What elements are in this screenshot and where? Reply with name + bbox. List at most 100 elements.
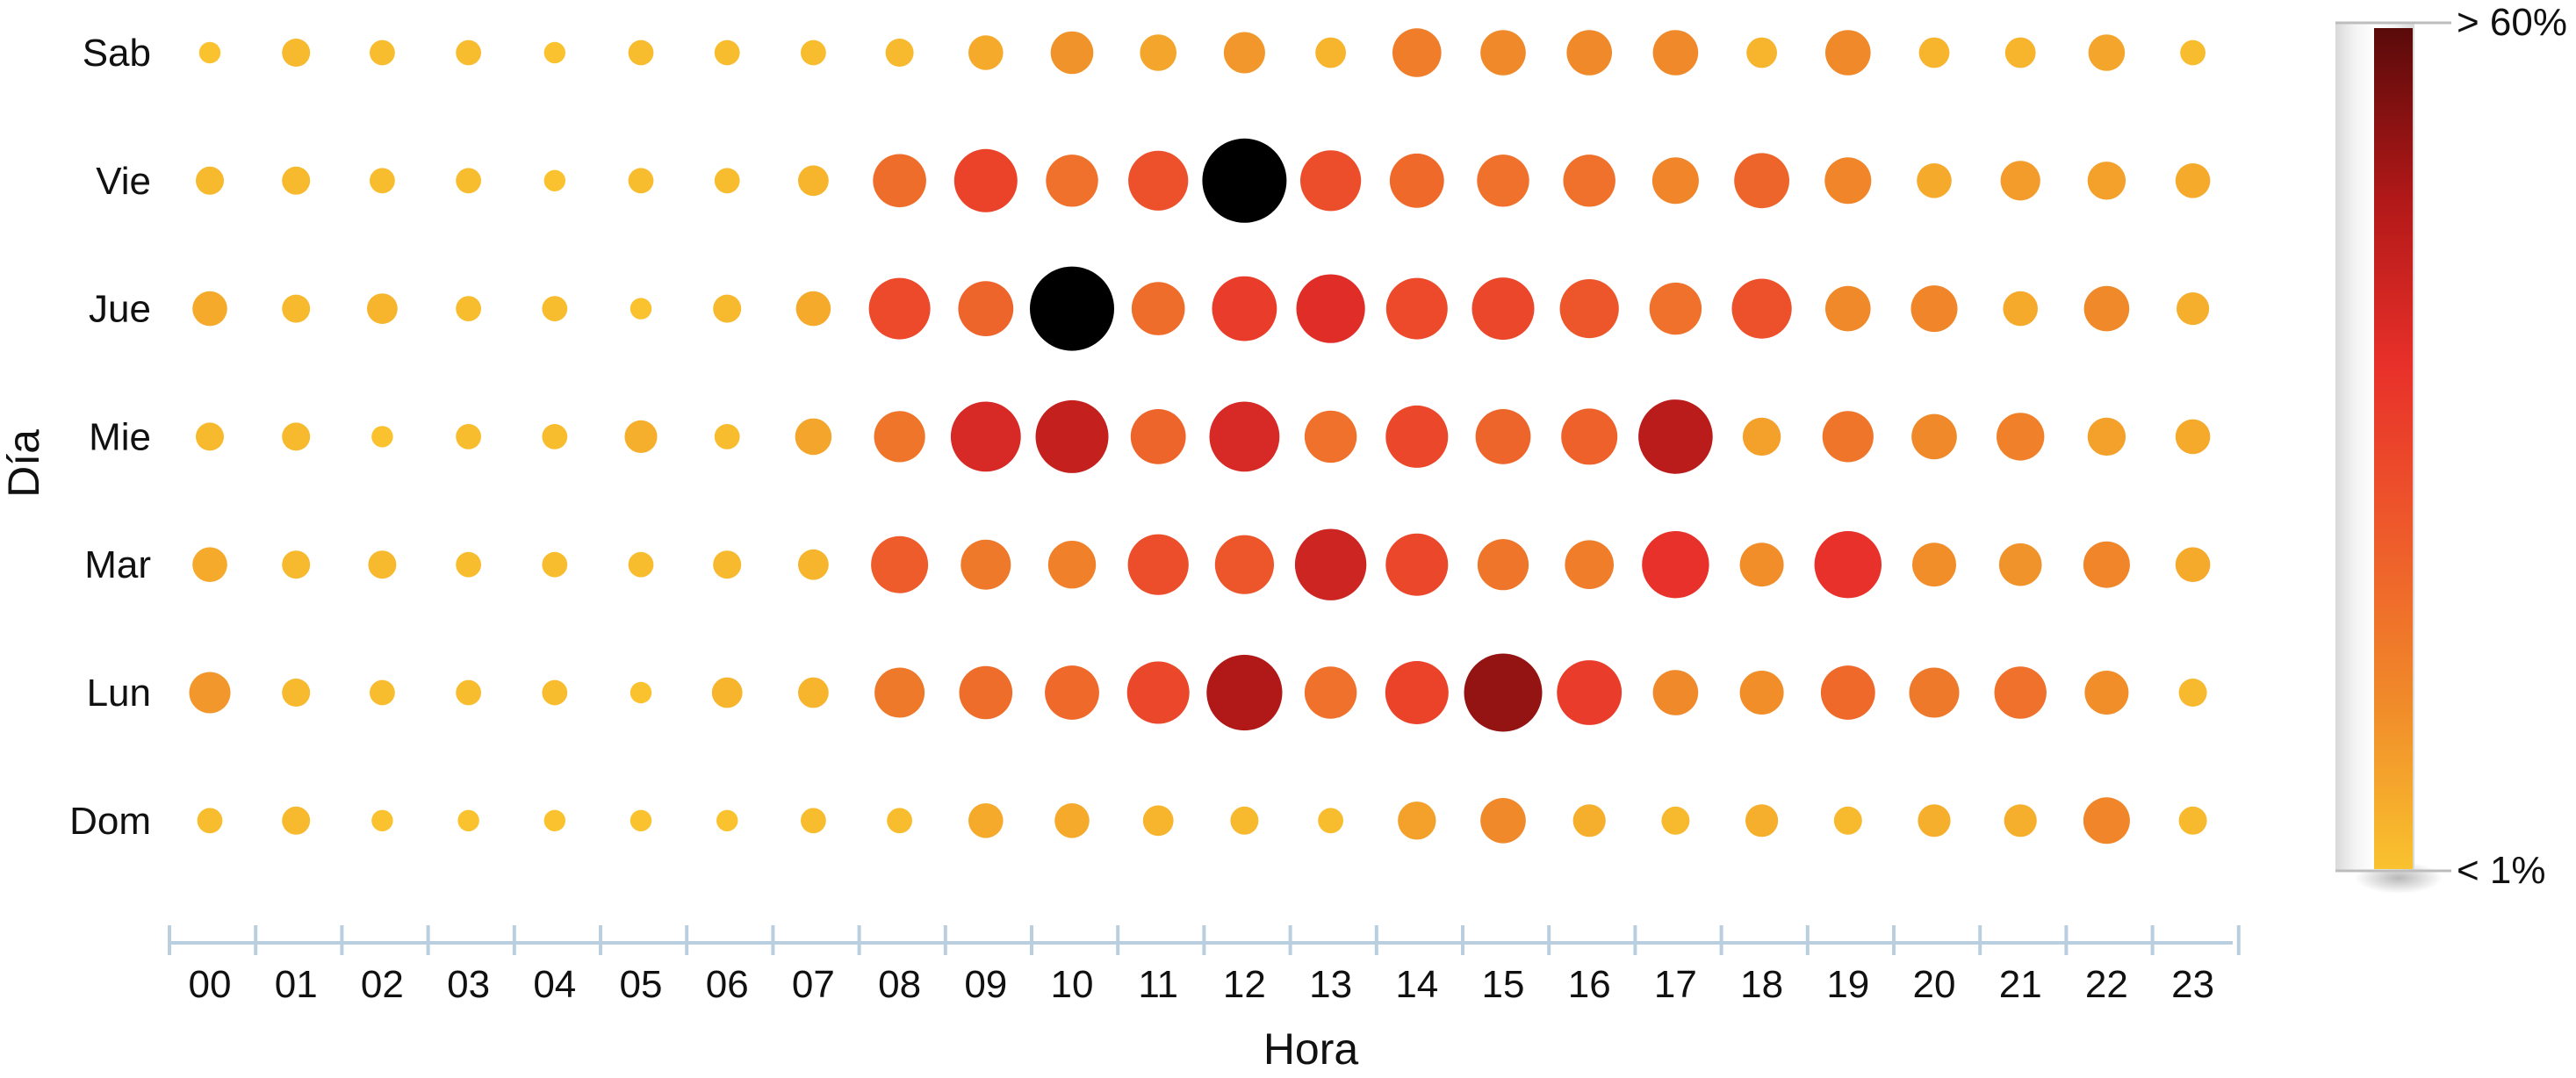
bubble-lun-20 xyxy=(1909,667,1960,718)
bubble-jue-06 xyxy=(713,294,742,323)
bubble-sab-18 xyxy=(1746,37,1777,68)
y-tick-label-mie: Mie xyxy=(89,415,151,458)
bubble-mie-22 xyxy=(2087,417,2126,456)
bubble-dom-00 xyxy=(197,808,223,834)
y-axis-title: Día xyxy=(0,429,48,498)
bubble-mar-20 xyxy=(1912,543,1956,587)
bubble-mar-17 xyxy=(1642,531,1709,599)
bubble-vie-10 xyxy=(1046,155,1098,207)
bubble-jue-19 xyxy=(1825,285,1871,332)
bubble-lun-09 xyxy=(959,665,1013,720)
bubble-sab-02 xyxy=(370,40,395,66)
bubble-mar-07 xyxy=(798,549,829,580)
bubble-sab-21 xyxy=(2004,37,2036,68)
bubble-mar-22 xyxy=(2083,541,2130,588)
bubble-dom-06 xyxy=(716,809,738,831)
bubble-mar-15 xyxy=(1477,539,1529,591)
bubble-mie-07 xyxy=(795,418,832,456)
bubble-lun-18 xyxy=(1739,671,1784,715)
bubble-dom-11 xyxy=(1142,805,1174,837)
bubble-vie-01 xyxy=(282,166,311,195)
y-tick-label-lun: Lun xyxy=(87,672,151,715)
bubble-dom-21 xyxy=(2004,804,2037,837)
bubble-mar-12 xyxy=(1214,535,1274,594)
bubble-sab-03 xyxy=(456,40,481,66)
bubble-mar-11 xyxy=(1127,534,1189,595)
bubble-vie-03 xyxy=(456,168,481,194)
bubble-mar-03 xyxy=(456,551,481,578)
x-tick-label-17: 17 xyxy=(1654,963,1697,1006)
bubble-jue-14 xyxy=(1385,277,1448,340)
bubble-lun-16 xyxy=(1557,660,1623,725)
bubble-mar-09 xyxy=(961,539,1011,590)
bubble-vie-14 xyxy=(1389,153,1444,208)
bubble-lun-08 xyxy=(874,667,925,718)
bubble-jue-22 xyxy=(2083,285,2130,332)
y-tick-label-dom: Dom xyxy=(69,800,151,843)
bubble-lun-06 xyxy=(711,677,743,708)
y-tick-label-mar: Mar xyxy=(84,543,151,586)
bubble-sab-12 xyxy=(1223,32,1265,74)
bubble-jue-10 xyxy=(1030,266,1114,351)
bubble-sab-09 xyxy=(968,35,1004,70)
legend-max-label: > 60% xyxy=(2457,1,2567,44)
bubble-mie-00 xyxy=(196,422,224,451)
bubble-vie-15 xyxy=(1477,155,1529,207)
bubble-lun-14 xyxy=(1385,661,1449,724)
bubble-sab-05 xyxy=(628,40,654,66)
bubble-dom-09 xyxy=(968,803,1004,838)
bubble-dom-13 xyxy=(1318,808,1343,834)
x-tick-label-05: 05 xyxy=(620,963,663,1006)
bubble-jue-21 xyxy=(2003,291,2038,327)
bubble-vie-08 xyxy=(873,154,926,208)
x-tick-label-14: 14 xyxy=(1395,963,1438,1006)
bubble-sab-04 xyxy=(543,41,565,64)
bubble-vie-21 xyxy=(2000,161,2040,201)
bubble-vie-18 xyxy=(1734,153,1789,209)
bubble-dom-22 xyxy=(2083,797,2130,844)
bubble-jue-07 xyxy=(795,291,831,327)
bubble-mie-03 xyxy=(456,424,481,449)
x-tick-label-00: 00 xyxy=(189,963,232,1006)
x-tick-label-03: 03 xyxy=(447,963,490,1006)
x-tick-label-15: 15 xyxy=(1482,963,1525,1006)
x-tick-label-19: 19 xyxy=(1826,963,1869,1006)
bubble-dom-12 xyxy=(1230,806,1259,835)
bubble-dom-14 xyxy=(1398,801,1436,840)
x-tick-label-09: 09 xyxy=(964,963,1007,1006)
bubble-mar-18 xyxy=(1739,543,1784,587)
x-tick-label-20: 20 xyxy=(1913,963,1956,1006)
bubble-sab-17 xyxy=(1652,30,1699,75)
bubble-vie-02 xyxy=(370,168,395,194)
bubble-jue-20 xyxy=(1910,285,1958,333)
bubble-mie-15 xyxy=(1475,409,1531,464)
bubble-mie-16 xyxy=(1561,408,1618,465)
bubble-mie-08 xyxy=(874,411,925,463)
x-tick-label-01: 01 xyxy=(275,963,318,1006)
bubble-mar-01 xyxy=(282,550,311,579)
bubble-dom-18 xyxy=(1745,804,1779,837)
x-tick-label-02: 02 xyxy=(361,963,404,1006)
bubble-mie-02 xyxy=(371,426,393,448)
bubble-jue-11 xyxy=(1131,282,1185,335)
bubble-mie-12 xyxy=(1209,401,1280,472)
bubble-mie-09 xyxy=(950,401,1021,472)
bubble-lun-02 xyxy=(370,679,395,706)
bubble-dom-03 xyxy=(457,809,479,831)
bubble-mar-10 xyxy=(1047,541,1097,589)
bubble-lun-07 xyxy=(798,677,829,708)
bubble-mie-23 xyxy=(2175,419,2211,455)
bubble-jue-12 xyxy=(1212,276,1277,341)
y-tick-labels: Sab Vie Jue Mie Mar Lun Dom xyxy=(69,32,151,843)
bubble-dom-19 xyxy=(1833,806,1862,835)
bubble-sab-22 xyxy=(2088,34,2126,71)
bubble-jue-13 xyxy=(1296,274,1365,343)
bubble-mar-16 xyxy=(1565,540,1614,589)
bubble-vie-07 xyxy=(798,165,829,197)
x-tick-label-06: 06 xyxy=(706,963,749,1006)
bubble-mie-18 xyxy=(1742,417,1781,456)
bubble-dom-08 xyxy=(887,808,912,834)
bubble-mie-06 xyxy=(714,424,740,449)
x-tick-label-08: 08 xyxy=(878,963,921,1006)
bubble-vie-19 xyxy=(1824,157,1872,205)
